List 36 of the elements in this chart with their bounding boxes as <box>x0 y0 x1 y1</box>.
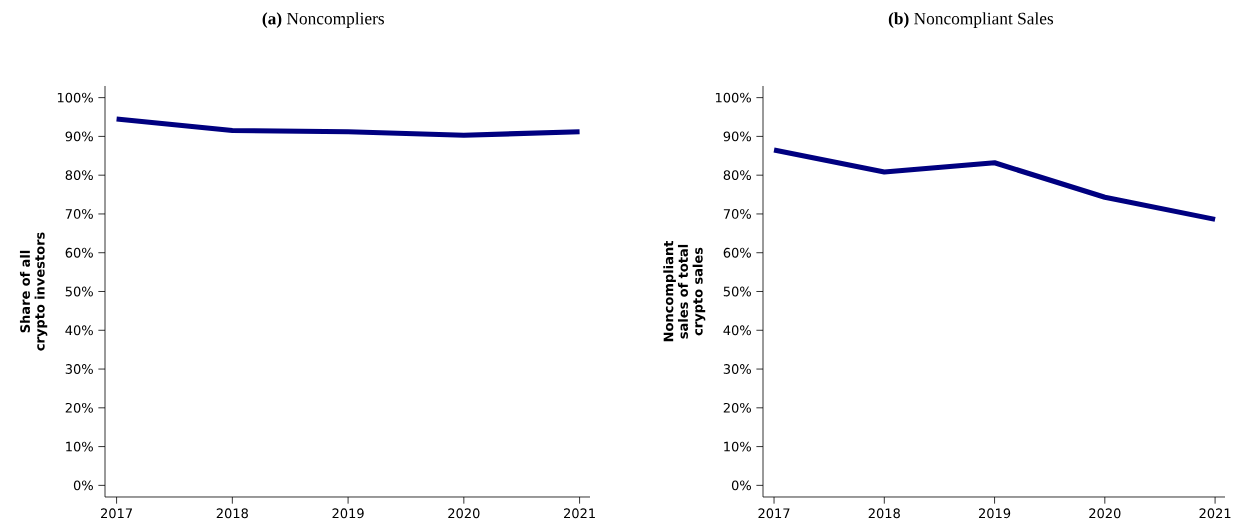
y-tick-label: 70% <box>65 209 93 219</box>
chart-title: (a) Noncompliers <box>262 12 385 28</box>
y-tick-label: 10% <box>66 441 93 452</box>
y-tick-label: 80% <box>723 170 751 181</box>
y-axis-title: Noncompliant sales of total crypto sales <box>663 240 706 342</box>
y-tick-label: 0% <box>73 480 93 491</box>
x-tick-label: 2020 <box>1089 508 1121 519</box>
y-tick-label: 60% <box>723 247 751 258</box>
x-tick-label: 2018 <box>868 508 900 519</box>
chart-title: (b) Noncompliant Sales <box>888 12 1054 28</box>
y-tick-label: 60% <box>65 247 93 258</box>
y-tick-label: 40% <box>65 325 93 336</box>
y-tick-label: 100% <box>57 92 93 103</box>
y-tick-label: 50% <box>723 286 751 297</box>
y-tick-label: 50% <box>65 286 93 297</box>
y-tick-label: 0% <box>731 480 751 491</box>
y-tick-label: 100% <box>715 92 751 103</box>
y-tick-label: 80% <box>65 170 93 181</box>
y-tick-label: 90% <box>723 131 751 142</box>
x-tick-label: 2020 <box>448 508 480 519</box>
x-tick-label: 2019 <box>332 508 364 519</box>
y-tick-label: 70% <box>723 209 751 219</box>
y-axis-title: Share of all crypto investors <box>19 232 48 351</box>
x-tick-label: 2017 <box>758 508 790 519</box>
x-tick-label: 2018 <box>216 508 248 519</box>
x-tick-label: 2021 <box>1199 508 1231 519</box>
y-tick-label: 10% <box>724 441 751 452</box>
y-tick-label: 20% <box>65 402 93 413</box>
y-tick-label: 30% <box>65 364 93 374</box>
y-tick-label: 90% <box>65 131 93 142</box>
y-tick-label: 40% <box>723 325 751 336</box>
x-tick-label: 2017 <box>101 508 133 519</box>
y-tick-label: 20% <box>723 402 751 413</box>
x-tick-label: 2021 <box>564 508 595 519</box>
y-tick-label: 30% <box>723 364 751 374</box>
x-tick-label: 2019 <box>978 508 1011 519</box>
